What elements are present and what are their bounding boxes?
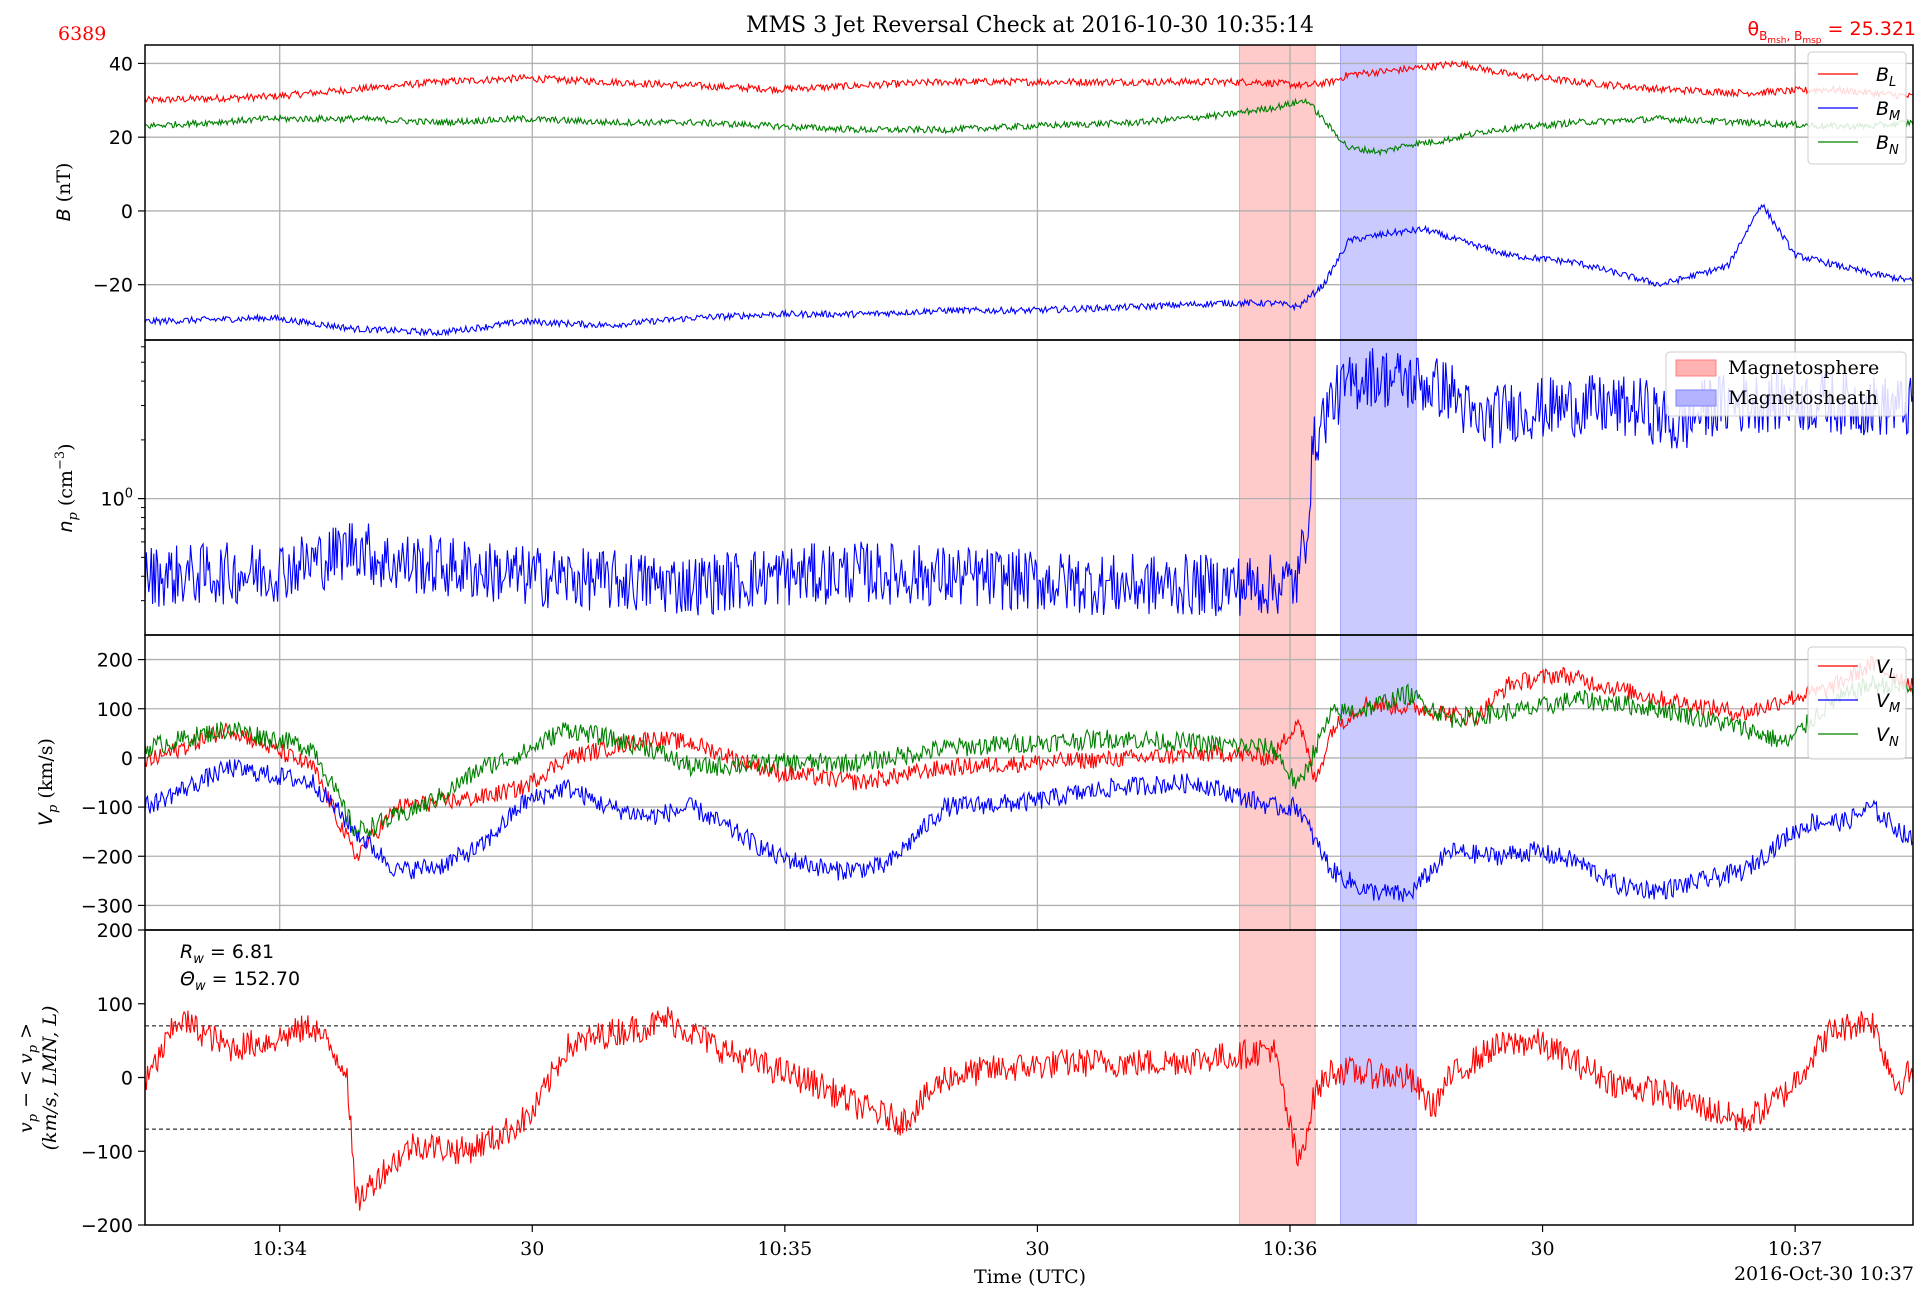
panel-1-series-np bbox=[145, 348, 1913, 617]
panel-3-ytick-label-1: 100 bbox=[97, 994, 133, 1016]
panel-1-ytick-label-0: 100 bbox=[101, 487, 133, 511]
legend-magnetosphere-label: Magnetosphere bbox=[1728, 357, 1879, 379]
panel-3-ylabel2: (km/s, LMN, L) bbox=[39, 1006, 61, 1151]
panel-0-series-bl bbox=[145, 59, 1913, 105]
legend-magnetosphere-swatch bbox=[1675, 359, 1717, 377]
panel-2-ytick-label-3: −100 bbox=[81, 797, 133, 819]
panel-2-ytick-label-0: 200 bbox=[97, 650, 133, 672]
panel-0-ytick-label-1: 20 bbox=[109, 127, 133, 149]
panel-1-ylabel: np (cm−3) bbox=[53, 443, 81, 532]
panel-0-ylabel: B (nT) bbox=[53, 163, 75, 222]
figure-id: 6389 bbox=[58, 23, 106, 45]
chart-title: MMS 3 Jet Reversal Check at 2016-10-30 1… bbox=[746, 13, 1314, 38]
panel-0-series-bn bbox=[145, 97, 1913, 157]
legend-v: VL VM VN bbox=[1807, 646, 1907, 760]
x-tick-label-3: 30 bbox=[1025, 1238, 1049, 1260]
x-tick-label-5: 30 bbox=[1530, 1238, 1554, 1260]
angle-label: θBmsh, Bmsp = 25.321 bbox=[1747, 18, 1916, 46]
panel-0-ytick-label-2: 0 bbox=[121, 201, 133, 223]
panels: 40200−201002001000−100−200−3002001000−10… bbox=[81, 44, 1914, 1237]
panel-2-series-vm bbox=[145, 759, 1913, 902]
x-tick-label-0: 10:34 bbox=[252, 1238, 307, 1260]
panel-2-ytick-label-4: −200 bbox=[81, 846, 133, 868]
panel-3-ylabel: vp − < vp > bbox=[15, 1023, 41, 1133]
panel-0-ytick-label-3: −20 bbox=[93, 275, 133, 297]
x-offset-label: 2016-Oct-30 10:37 bbox=[1734, 1263, 1914, 1285]
legend-magnetosheath-label: Magnetosheath bbox=[1728, 387, 1878, 409]
panel-1: 100 bbox=[101, 339, 1914, 636]
x-tick-label-1: 30 bbox=[520, 1238, 544, 1260]
legend-b: BL BM BN bbox=[1807, 51, 1907, 165]
x-axis-label: Time (UTC) bbox=[974, 1266, 1086, 1288]
legend-regions: Magnetosphere Magnetosheath bbox=[1665, 351, 1907, 417]
panel-3-ytick-label-4: −200 bbox=[81, 1215, 133, 1237]
x-tick-label-6: 10:37 bbox=[1768, 1238, 1823, 1260]
panel-2-ytick-label-2: 0 bbox=[121, 748, 133, 770]
x-tick-label-4: 10:36 bbox=[1263, 1238, 1318, 1260]
panel-0-series-bm bbox=[145, 203, 1913, 337]
panel-1-frame bbox=[144, 339, 1914, 636]
panel-3-ytick-label-2: 0 bbox=[121, 1068, 133, 1090]
x-axis: 10:34 30 10:35 30 10:36 30 10:37 bbox=[252, 1225, 1823, 1260]
panel-3-ytick-label-0: 200 bbox=[97, 920, 133, 942]
panel-3: 200 100 0 −100 −200 bbox=[81, 920, 1914, 1237]
annotation-rw: Rw = 6.81 bbox=[180, 941, 274, 967]
panel-3-series-0 bbox=[145, 1006, 1913, 1211]
panel-2-ytick-label-1: 100 bbox=[97, 699, 133, 721]
panel-2-ytick-label-5: −300 bbox=[81, 895, 133, 917]
panel-3-frame bbox=[144, 929, 1914, 1226]
panel-2: 200 100 0 −100 −200 −300 bbox=[81, 634, 1914, 931]
panel-2-series-vn bbox=[145, 675, 1913, 837]
x-tick-label-2: 10:35 bbox=[757, 1238, 812, 1260]
panel-2-series-vl bbox=[145, 655, 1913, 861]
panel-2-ylabel: Vp (km/s) bbox=[35, 738, 61, 826]
legend-magnetosheath-swatch bbox=[1675, 389, 1717, 407]
annotation-thetaw: Θw = 152.70 bbox=[180, 968, 300, 994]
panel-3-ytick-label-3: −100 bbox=[81, 1141, 133, 1163]
panel-0-ytick-label-0: 40 bbox=[109, 53, 133, 75]
panel-0: 40 20 0 −20 bbox=[93, 44, 1914, 341]
